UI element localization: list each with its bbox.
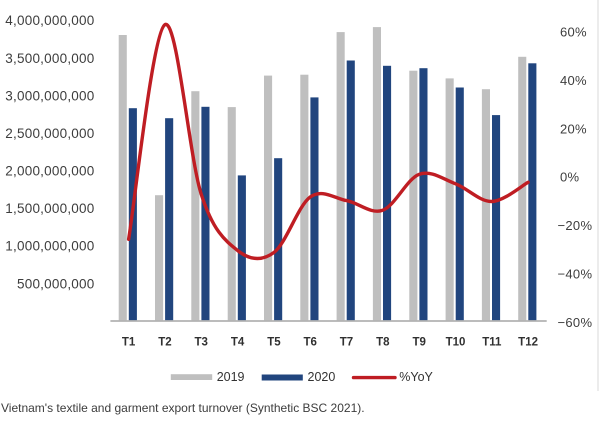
svg-text:T12: T12: [518, 337, 538, 349]
svg-text:1,500,000,000: 1,500,000,000: [5, 201, 94, 216]
svg-text:−20%: −20%: [558, 218, 593, 233]
svg-text:T1: T1: [122, 337, 136, 349]
svg-text:500,000,000: 500,000,000: [17, 276, 95, 291]
svg-text:60%: 60%: [560, 25, 587, 40]
svg-text:2019: 2019: [217, 370, 245, 384]
svg-text:20%: 20%: [560, 121, 587, 136]
svg-text:T11: T11: [482, 337, 502, 349]
svg-text:0%: 0%: [560, 170, 580, 185]
svg-text:2,000,000,000: 2,000,000,000: [5, 164, 94, 179]
svg-text:−60%: −60%: [558, 315, 593, 330]
svg-text:4,000,000,000: 4,000,000,000: [5, 13, 94, 28]
svg-text:T2: T2: [158, 337, 171, 349]
svg-text:%YoY: %YoY: [399, 370, 433, 384]
svg-text:3,500,000,000: 3,500,000,000: [5, 51, 94, 66]
svg-text:3,000,000,000: 3,000,000,000: [5, 88, 94, 103]
svg-text:1,000,000,000: 1,000,000,000: [5, 239, 94, 254]
svg-text:2020: 2020: [308, 370, 336, 384]
svg-text:−40%: −40%: [558, 267, 593, 282]
svg-text:40%: 40%: [560, 73, 587, 88]
svg-text:T7: T7: [340, 337, 353, 349]
svg-text:T10: T10: [446, 337, 466, 349]
svg-text:T9: T9: [412, 337, 425, 349]
svg-text:T8: T8: [376, 337, 390, 349]
svg-text:T3: T3: [194, 337, 207, 349]
svg-text:T5: T5: [267, 337, 281, 349]
svg-text:2,500,000,000: 2,500,000,000: [5, 126, 94, 141]
svg-text:T6: T6: [303, 337, 316, 349]
svg-text:T4: T4: [231, 337, 245, 349]
